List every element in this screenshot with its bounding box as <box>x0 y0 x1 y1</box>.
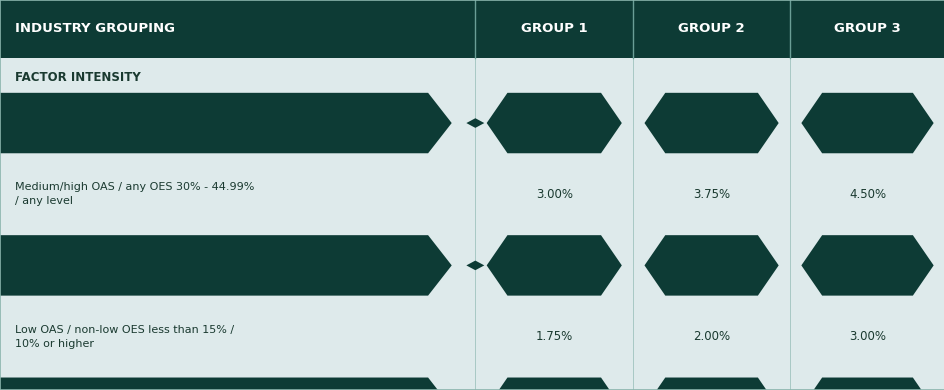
Polygon shape <box>0 235 451 296</box>
Text: GROUP 1: GROUP 1 <box>520 22 587 35</box>
Polygon shape <box>466 118 483 128</box>
Polygon shape <box>466 261 483 270</box>
Polygon shape <box>644 378 778 390</box>
Text: Low OAS / non-low OES less than 15% /
10% or higher: Low OAS / non-low OES less than 15% / 10… <box>15 324 234 349</box>
Polygon shape <box>644 235 778 296</box>
Text: Medium/high OAS / any OES 30% - 44.99%
/ any level: Medium/high OAS / any OES 30% - 44.99% /… <box>15 182 254 206</box>
Text: GROUP 2: GROUP 2 <box>678 22 744 35</box>
Polygon shape <box>801 235 933 296</box>
Polygon shape <box>486 93 621 153</box>
Text: INDUSTRY GROUPING: INDUSTRY GROUPING <box>15 22 175 35</box>
Bar <box>0 58 944 390</box>
Bar <box>0 0 944 58</box>
Text: GROUP 3: GROUP 3 <box>834 22 900 35</box>
Polygon shape <box>644 93 778 153</box>
Text: 4.50%: 4.50% <box>848 188 885 201</box>
Text: 3.75%: 3.75% <box>692 188 730 201</box>
Text: 3.00%: 3.00% <box>535 188 572 201</box>
Text: FACTOR INTENSITY: FACTOR INTENSITY <box>15 71 141 84</box>
Polygon shape <box>0 378 451 390</box>
Text: 2.00%: 2.00% <box>692 330 730 343</box>
Polygon shape <box>486 378 621 390</box>
Text: 3.00%: 3.00% <box>848 330 885 343</box>
Polygon shape <box>801 93 933 153</box>
Polygon shape <box>486 235 621 296</box>
Polygon shape <box>0 93 451 153</box>
Text: 1.75%: 1.75% <box>535 330 572 343</box>
Polygon shape <box>801 378 933 390</box>
